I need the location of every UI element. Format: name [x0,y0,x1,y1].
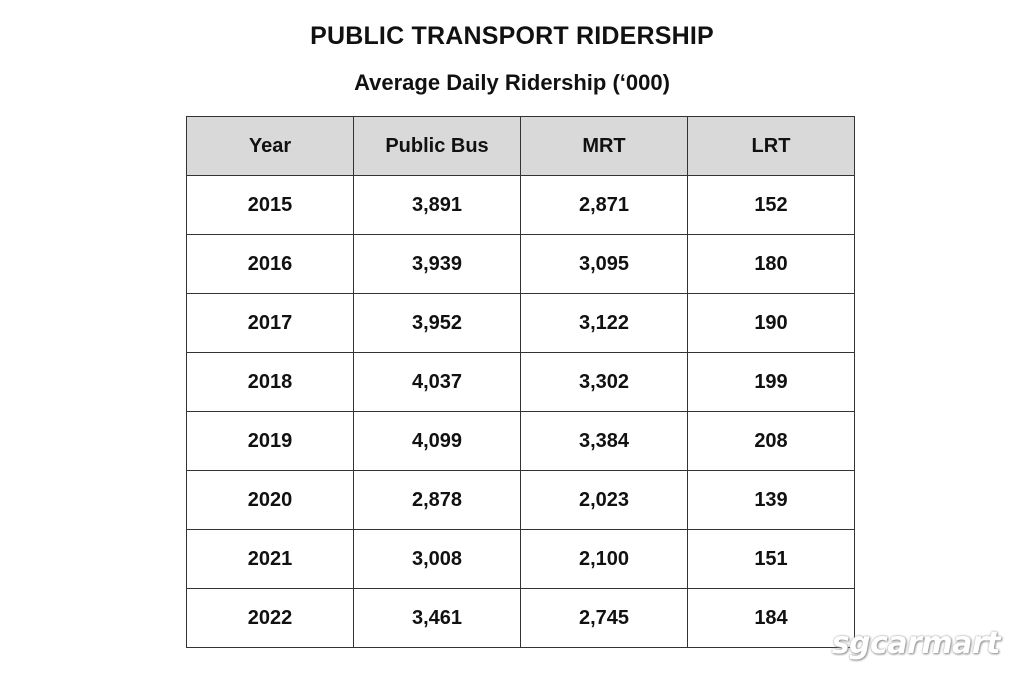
cell-public-bus: 3,891 [353,175,521,235]
table-row: 2018 4,037 3,302 199 [186,352,855,412]
table-row: 2020 2,878 2,023 139 [186,470,855,530]
cell-year: 2019 [186,411,354,471]
cell-mrt: 2,100 [520,529,688,589]
cell-year: 2022 [186,588,354,648]
cell-year: 2015 [186,175,354,235]
table-row: 2015 3,891 2,871 152 [186,175,855,235]
column-header-lrt: LRT [687,116,855,176]
cell-year: 2017 [186,293,354,353]
cell-public-bus: 4,099 [353,411,521,471]
table-row: 2019 4,099 3,384 208 [186,411,855,471]
chart-title: PUBLIC TRANSPORT RIDERSHIP [310,22,714,50]
cell-mrt: 3,122 [520,293,688,353]
column-header-public-bus: Public Bus [353,116,521,176]
sgcarmart-watermark-logo: sgcarmart [831,626,1001,661]
cell-mrt: 3,302 [520,352,688,412]
cell-lrt: 184 [687,588,855,648]
cell-year: 2016 [186,234,354,294]
header-row: Year Public Bus MRT LRT [186,116,855,176]
cell-year: 2020 [186,470,354,530]
table-row: 2016 3,939 3,095 180 [186,234,855,294]
cell-public-bus: 3,008 [353,529,521,589]
cell-mrt: 3,384 [520,411,688,471]
cell-mrt: 3,095 [520,234,688,294]
cell-lrt: 180 [687,234,855,294]
cell-mrt: 2,745 [520,588,688,648]
column-header-year: Year [186,116,354,176]
cell-lrt: 208 [687,411,855,471]
cell-lrt: 199 [687,352,855,412]
column-header-mrt: MRT [520,116,688,176]
cell-public-bus: 4,037 [353,352,521,412]
table-row: 2017 3,952 3,122 190 [186,293,855,353]
table-row: 2022 3,461 2,745 184 [186,588,855,648]
cell-public-bus: 2,878 [353,470,521,530]
cell-lrt: 139 [687,470,855,530]
cell-public-bus: 3,952 [353,293,521,353]
chart-subtitle: Average Daily Ridership (‘000) [354,70,670,95]
table-row: 2021 3,008 2,100 151 [186,529,855,589]
cell-year: 2021 [186,529,354,589]
cell-year: 2018 [186,352,354,412]
cell-lrt: 190 [687,293,855,353]
cell-mrt: 2,871 [520,175,688,235]
cell-public-bus: 3,939 [353,234,521,294]
cell-mrt: 2,023 [520,470,688,530]
cell-public-bus: 3,461 [353,588,521,648]
cell-lrt: 151 [687,529,855,589]
ridership-table: Year Public Bus MRT LRT 2015 3,891 2,871… [186,116,855,648]
cell-lrt: 152 [687,175,855,235]
